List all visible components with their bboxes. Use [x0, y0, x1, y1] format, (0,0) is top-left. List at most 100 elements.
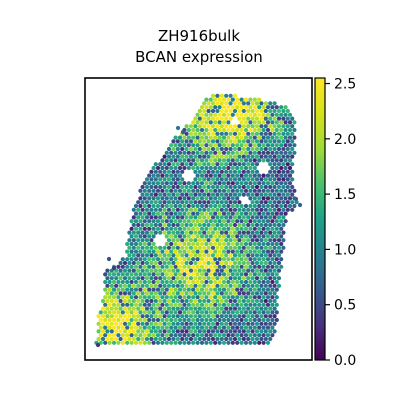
- spot-marker: [153, 276, 158, 281]
- spot-marker: [228, 139, 233, 144]
- spot-marker: [228, 177, 233, 182]
- spot-marker: [237, 245, 242, 250]
- spot-marker: [221, 295, 227, 300]
- spot-marker: [147, 279, 152, 285]
- spot-marker: [103, 287, 108, 292]
- spot-marker: [241, 321, 246, 326]
- spot-marker: [237, 253, 242, 258]
- spot-marker: [199, 287, 205, 292]
- spot-marker: [248, 249, 253, 254]
- spot-marker: [281, 169, 286, 174]
- spot-marker: [140, 200, 145, 205]
- spot-marker: [171, 139, 176, 144]
- spot-marker: [98, 325, 103, 330]
- spot-marker: [182, 226, 187, 231]
- spot-marker: [144, 192, 150, 197]
- spot-marker: [206, 192, 211, 197]
- spot-marker: [100, 298, 106, 304]
- spot-marker: [149, 298, 154, 304]
- spot-marker: [235, 188, 240, 193]
- spot-marker: [265, 226, 271, 231]
- spot-marker: [213, 295, 218, 300]
- spot-marker: [208, 219, 213, 224]
- spot-marker: [226, 272, 231, 277]
- spot-marker: [254, 314, 260, 319]
- spot-marker: [281, 116, 286, 121]
- spot-marker: [118, 291, 123, 296]
- spot-marker: [204, 97, 209, 102]
- spot-marker: [206, 245, 211, 250]
- spot-marker: [175, 184, 180, 190]
- spot-marker: [180, 314, 185, 319]
- spot-marker: [191, 325, 196, 330]
- spot-marker: [208, 181, 213, 186]
- spot-marker: [182, 219, 187, 224]
- spot-marker: [197, 162, 202, 167]
- spot-marker: [199, 219, 205, 224]
- spot-marker: [265, 317, 271, 323]
- spot-marker: [252, 203, 257, 209]
- spot-marker: [259, 268, 264, 273]
- spot-marker: [232, 230, 238, 235]
- spot-marker: [263, 116, 268, 121]
- spot-marker: [232, 321, 238, 326]
- spot-marker: [257, 287, 262, 292]
- spot-marker: [239, 310, 244, 315]
- spot-marker: [195, 325, 200, 330]
- spot-marker: [261, 249, 266, 254]
- spot-marker: [246, 169, 251, 174]
- spot-marker: [111, 317, 117, 323]
- spot-marker: [268, 154, 273, 159]
- spot-marker: [169, 287, 174, 292]
- spot-marker: [230, 249, 235, 254]
- spot-marker: [160, 287, 165, 292]
- spot-marker: [177, 340, 183, 345]
- spot-marker: [149, 192, 154, 197]
- spot-marker: [239, 302, 244, 307]
- spot-marker: [180, 230, 185, 235]
- spot-marker: [182, 325, 187, 330]
- spot-marker: [254, 268, 260, 273]
- spot-marker: [162, 207, 167, 212]
- spot-marker: [208, 333, 213, 338]
- spot-marker: [186, 257, 191, 262]
- spot-marker: [149, 253, 154, 258]
- spot-marker: [285, 192, 290, 197]
- spot-marker: [144, 222, 150, 228]
- spot-marker: [274, 249, 279, 254]
- spot-marker: [184, 184, 189, 190]
- spot-marker: [118, 306, 123, 311]
- spot-marker: [191, 287, 196, 292]
- spot-marker: [250, 146, 255, 152]
- spot-marker: [230, 219, 235, 224]
- spot-marker: [118, 268, 123, 273]
- spot-marker: [243, 97, 249, 102]
- spot-marker: [265, 203, 271, 209]
- spot-marker: [155, 264, 161, 269]
- spot-marker: [199, 173, 205, 178]
- spot-marker: [215, 101, 220, 106]
- spot-marker: [188, 291, 194, 296]
- spot-marker: [204, 234, 209, 239]
- spot-marker: [287, 181, 293, 186]
- spot-marker: [166, 329, 172, 334]
- spot-marker: [177, 165, 183, 171]
- spot-marker: [127, 306, 132, 311]
- spot-marker: [241, 260, 246, 266]
- spot-marker: [180, 177, 185, 182]
- spot-marker: [239, 264, 244, 269]
- spot-marker: [204, 226, 209, 231]
- spot-marker: [191, 188, 196, 193]
- spot-marker: [274, 241, 279, 247]
- spot-marker: [290, 192, 295, 197]
- spot-marker: [175, 238, 180, 243]
- spot-marker: [263, 260, 268, 266]
- spot-marker: [261, 196, 266, 201]
- spot-marker: [210, 238, 216, 243]
- spot-marker: [164, 264, 169, 269]
- spot-marker: [114, 336, 119, 342]
- spot-marker: [166, 207, 172, 212]
- spot-marker: [243, 287, 249, 292]
- spot-marker: [191, 272, 196, 277]
- spot-marker: [153, 329, 158, 334]
